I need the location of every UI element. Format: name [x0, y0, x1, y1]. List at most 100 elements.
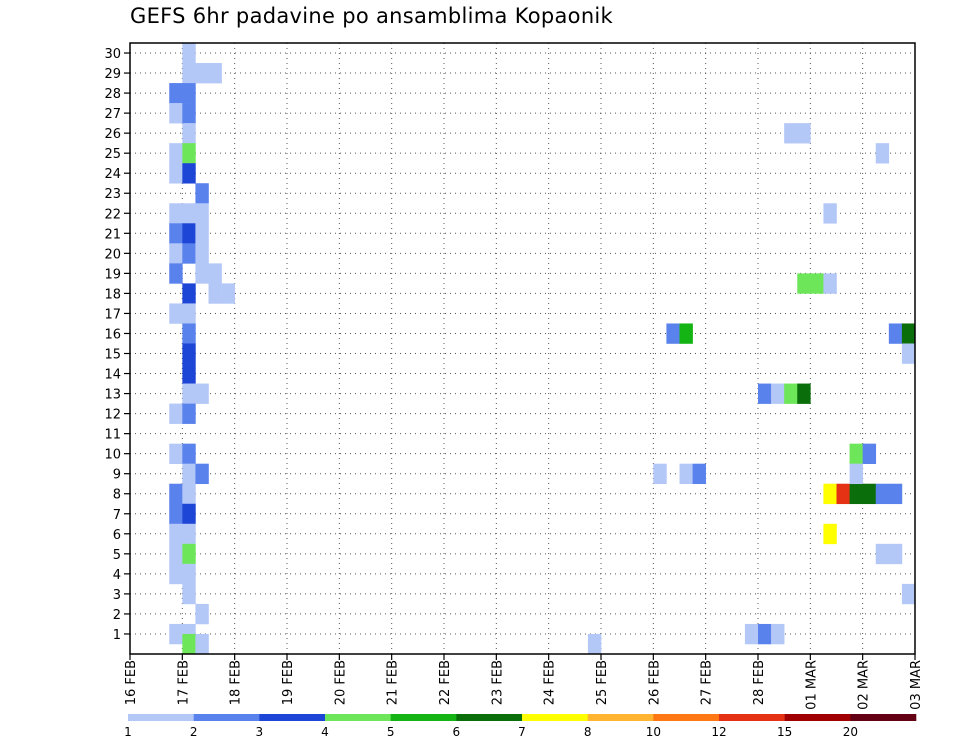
heatmap-cell — [182, 103, 196, 124]
y-tick-label: 16 — [104, 327, 121, 342]
heatmap-cell — [823, 523, 837, 545]
heatmap-cell — [169, 163, 183, 184]
heatmap-cell — [169, 303, 183, 324]
y-tick-label: 28 — [104, 87, 121, 102]
heatmap-cell — [182, 403, 196, 424]
x-tick-label: 18 FEB — [229, 660, 244, 705]
colorbar-swatch — [390, 714, 457, 721]
colorbar-label: 8 — [584, 725, 592, 739]
heatmap-cell — [875, 543, 890, 565]
y-tick-label: 12 — [104, 408, 121, 423]
heatmap-cell — [169, 203, 183, 224]
heatmap-cell — [587, 633, 602, 655]
heatmap-cell — [195, 243, 209, 264]
chart-title: GEFS 6hr padavine po ansamblima Kopaonik — [130, 4, 614, 28]
heatmap-cell — [771, 383, 785, 404]
x-tick-label: 02 MAR — [857, 660, 872, 710]
heatmap-cell — [169, 443, 183, 464]
heatmap-cell — [182, 633, 196, 655]
colorbar-label: 10 — [646, 725, 661, 739]
heatmap-cell — [182, 383, 196, 404]
heatmap-cell — [901, 323, 916, 344]
heatmap-cell — [182, 283, 196, 304]
x-tick-label: 22 FEB — [438, 660, 453, 705]
y-tick-label: 29 — [104, 67, 121, 82]
y-tick-label: 20 — [104, 247, 121, 262]
y-tick-label: 15 — [104, 348, 121, 363]
heatmap-cell — [169, 623, 183, 645]
y-tick-label: 26 — [104, 127, 121, 142]
y-tick-label: 2 — [113, 608, 121, 623]
heatmap-cell — [692, 463, 706, 485]
y-axis: 1234567891011121314151617181920212223242… — [104, 47, 130, 643]
grid-lines — [130, 43, 915, 654]
heatmap-cell — [182, 443, 196, 464]
y-tick-label: 13 — [104, 388, 121, 403]
heatmap-cell — [195, 203, 209, 224]
heatmap-cell — [888, 483, 903, 505]
y-tick-label: 3 — [113, 588, 121, 603]
colorbar-swatch — [719, 714, 785, 721]
heatmap-cell — [823, 203, 837, 224]
heatmap-cell — [182, 523, 196, 545]
heatmap-cell — [169, 83, 183, 104]
y-tick-label: 22 — [104, 207, 121, 222]
y-tick-label: 9 — [113, 468, 121, 483]
colorbar-label: 1 — [124, 725, 132, 739]
heatmap-cell — [169, 523, 183, 545]
colorbar-swatch — [193, 714, 260, 721]
x-tick-label: 20 FEB — [333, 660, 348, 705]
heatmap-cell — [182, 243, 196, 264]
y-tick-label: 21 — [104, 227, 121, 242]
heatmap-cell — [182, 123, 196, 144]
heatmap-cell — [169, 543, 183, 565]
heatmap-cell — [862, 443, 877, 464]
y-tick-label: 23 — [104, 187, 121, 202]
colorbar-label: 12 — [711, 725, 726, 739]
heatmap-cell — [182, 463, 196, 485]
heatmap-cell — [823, 273, 837, 294]
heatmap-cell — [744, 623, 759, 645]
heatmap-cell — [195, 633, 209, 655]
heatmap-cell — [195, 463, 209, 485]
heatmap-cell — [195, 63, 209, 84]
x-axis: 16 FEB 17 FEB 18 FEB 19 FEB 20 FEB 21 FEB 22 F… — [124, 654, 924, 710]
heatmap-cell — [901, 583, 916, 605]
heatmap-cell — [862, 483, 877, 505]
heatmap-cell — [849, 463, 863, 485]
x-tick-label: 03 MAR — [909, 660, 924, 710]
heatmap-cell — [758, 623, 772, 645]
colorbar-swatch — [784, 714, 851, 721]
colorbar-label: 20 — [843, 725, 858, 739]
y-tick-label: 27 — [104, 107, 121, 122]
heatmap-cell — [195, 263, 209, 284]
heatmap-cell — [901, 343, 916, 364]
heatmap-cell — [771, 623, 785, 645]
colorbar-label: 2 — [190, 725, 198, 739]
heatmap-cell — [797, 273, 811, 294]
heatmap-cell — [784, 123, 798, 144]
heatmap-cell — [182, 483, 196, 505]
heatmap-cell — [169, 143, 183, 164]
colorbar-label: 3 — [256, 725, 264, 739]
colorbar-swatch — [128, 714, 194, 721]
heatmap-cell — [182, 363, 196, 384]
heatmap-cell — [666, 323, 680, 344]
heatmap-cell — [208, 283, 222, 304]
colorbar-swatch — [587, 714, 654, 721]
heatmap-cell — [182, 163, 196, 184]
colorbar-label: 5 — [387, 725, 395, 739]
heatmap-cell — [182, 583, 196, 605]
heatmap-cell — [208, 63, 222, 84]
heatmap-cell — [182, 543, 196, 565]
heatmap-cell — [182, 503, 196, 525]
heatmap-cell — [182, 343, 196, 364]
heatmap-cell — [195, 183, 209, 204]
heatmap-cell — [195, 223, 209, 244]
heatmap-cell — [797, 123, 811, 144]
heatmap-cell — [182, 303, 196, 324]
x-tick-label: 24 FEB — [543, 660, 558, 705]
heatmap-cell — [182, 83, 196, 104]
heatmap-cell — [758, 383, 772, 404]
colorbar-swatch — [456, 714, 523, 721]
